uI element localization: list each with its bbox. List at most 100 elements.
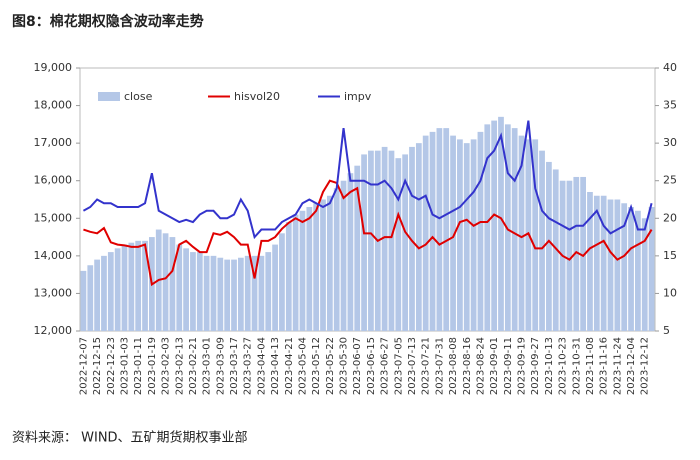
legend-label: hisvol20 — [234, 90, 280, 103]
bar — [457, 139, 463, 331]
bar — [415, 143, 422, 331]
bar — [347, 173, 354, 331]
x-tick-label: 2023-06-27 — [380, 337, 391, 395]
bar — [546, 161, 552, 331]
bar — [210, 255, 217, 331]
bar — [648, 207, 655, 331]
bar — [587, 191, 593, 331]
bar — [607, 199, 614, 331]
bar — [306, 207, 313, 331]
bar — [477, 131, 484, 331]
y2-tick-label: 20 — [663, 211, 677, 224]
bar — [511, 128, 518, 331]
y2-tick-label: 10 — [663, 286, 677, 299]
line — [82, 120, 653, 240]
x-tick-label: 2023-01-19 — [147, 337, 158, 395]
bar — [272, 244, 278, 331]
bar — [135, 240, 142, 331]
x-tick-label: 2023-04-21 — [284, 337, 295, 395]
bar — [491, 120, 498, 331]
y2-tick-label: 15 — [663, 249, 677, 262]
x-tick-label: 2022-12-15 — [92, 337, 103, 395]
x-tick-label: 2023-10-13 — [544, 337, 555, 395]
x-tick-label: 2023-11-08 — [585, 337, 596, 395]
legend-label: close — [124, 90, 153, 103]
y2-tick-label: 30 — [663, 136, 677, 149]
bar — [593, 195, 600, 331]
x-tick-label: 2023-11-16 — [599, 337, 610, 395]
y-tick-label: 16,000 — [34, 174, 73, 187]
x-tick-label: 2023-10-23 — [558, 337, 569, 395]
bar — [539, 150, 545, 331]
bar — [313, 203, 320, 331]
bar — [279, 233, 285, 331]
x-tick-label: 2023-01-11 — [133, 337, 144, 395]
bar — [628, 207, 634, 331]
bar — [566, 180, 573, 331]
x-tick-label: 2023-06-07 — [352, 337, 363, 395]
x-tick-label: 2023-07-21 — [421, 337, 432, 395]
x-tick-label: 2023-08-24 — [475, 337, 486, 395]
bar — [292, 214, 299, 331]
bar — [326, 195, 333, 331]
bar — [237, 257, 244, 331]
x-tick-label: 2023-12-12 — [640, 337, 651, 395]
x-tick-label: 2023-09-11 — [503, 337, 514, 395]
bar — [470, 139, 477, 331]
legend-swatch — [98, 92, 120, 101]
source-note: 资料来源： WIND、五矿期货期权事业部 — [12, 430, 248, 446]
bar — [552, 169, 559, 331]
x-tick-label: 2023-06-15 — [366, 337, 377, 395]
bar — [388, 150, 395, 331]
bar — [320, 199, 326, 331]
bar — [190, 252, 196, 331]
x-tick-label: 2023-10-31 — [571, 337, 582, 395]
x-tick-label: 2023-07-05 — [393, 337, 404, 395]
x-tick-label: 2023-02-21 — [188, 337, 199, 395]
x-tick-label: 2023-02-13 — [174, 337, 185, 395]
bar — [354, 165, 361, 331]
x-tick-label: 2023-09-01 — [489, 337, 500, 395]
bar — [340, 180, 347, 331]
bar — [203, 255, 210, 331]
bar — [121, 244, 128, 331]
bar — [402, 154, 409, 331]
bar — [142, 240, 148, 331]
bar — [635, 210, 641, 331]
x-tick-label: 2023-07-31 — [434, 337, 445, 395]
y-tick-label: 13,000 — [34, 286, 73, 299]
y2-tick-label: 5 — [663, 324, 670, 337]
bar — [162, 233, 169, 331]
bar — [183, 248, 189, 331]
bar — [87, 265, 94, 331]
y-tick-label: 15,000 — [34, 211, 73, 224]
x-tick-label: 2023-08-08 — [448, 337, 459, 395]
y2-tick-label: 35 — [663, 99, 677, 112]
bar — [450, 135, 456, 331]
bar — [395, 158, 402, 331]
bar — [128, 242, 135, 331]
x-tick-label: 2023-03-01 — [202, 337, 213, 395]
x-tick-label: 2023-09-19 — [517, 337, 528, 395]
bar — [94, 259, 100, 331]
bar — [518, 135, 525, 331]
x-tick-label: 2023-11-24 — [612, 337, 623, 395]
bar — [463, 143, 470, 331]
bar — [429, 131, 436, 331]
bar — [436, 128, 443, 331]
bar — [600, 195, 607, 331]
legend-label: impv — [344, 90, 372, 103]
bar — [381, 146, 388, 331]
y2-tick-label: 40 — [663, 61, 677, 74]
bar — [169, 237, 176, 331]
bar — [641, 218, 648, 331]
y-tick-label: 17,000 — [34, 136, 73, 149]
bar — [361, 154, 367, 331]
x-tick-label: 2023-01-03 — [119, 337, 130, 395]
bar — [333, 188, 340, 331]
bar — [299, 210, 306, 331]
bar — [368, 150, 374, 331]
x-tick-label: 2023-03-17 — [229, 337, 240, 395]
bar — [498, 116, 504, 331]
